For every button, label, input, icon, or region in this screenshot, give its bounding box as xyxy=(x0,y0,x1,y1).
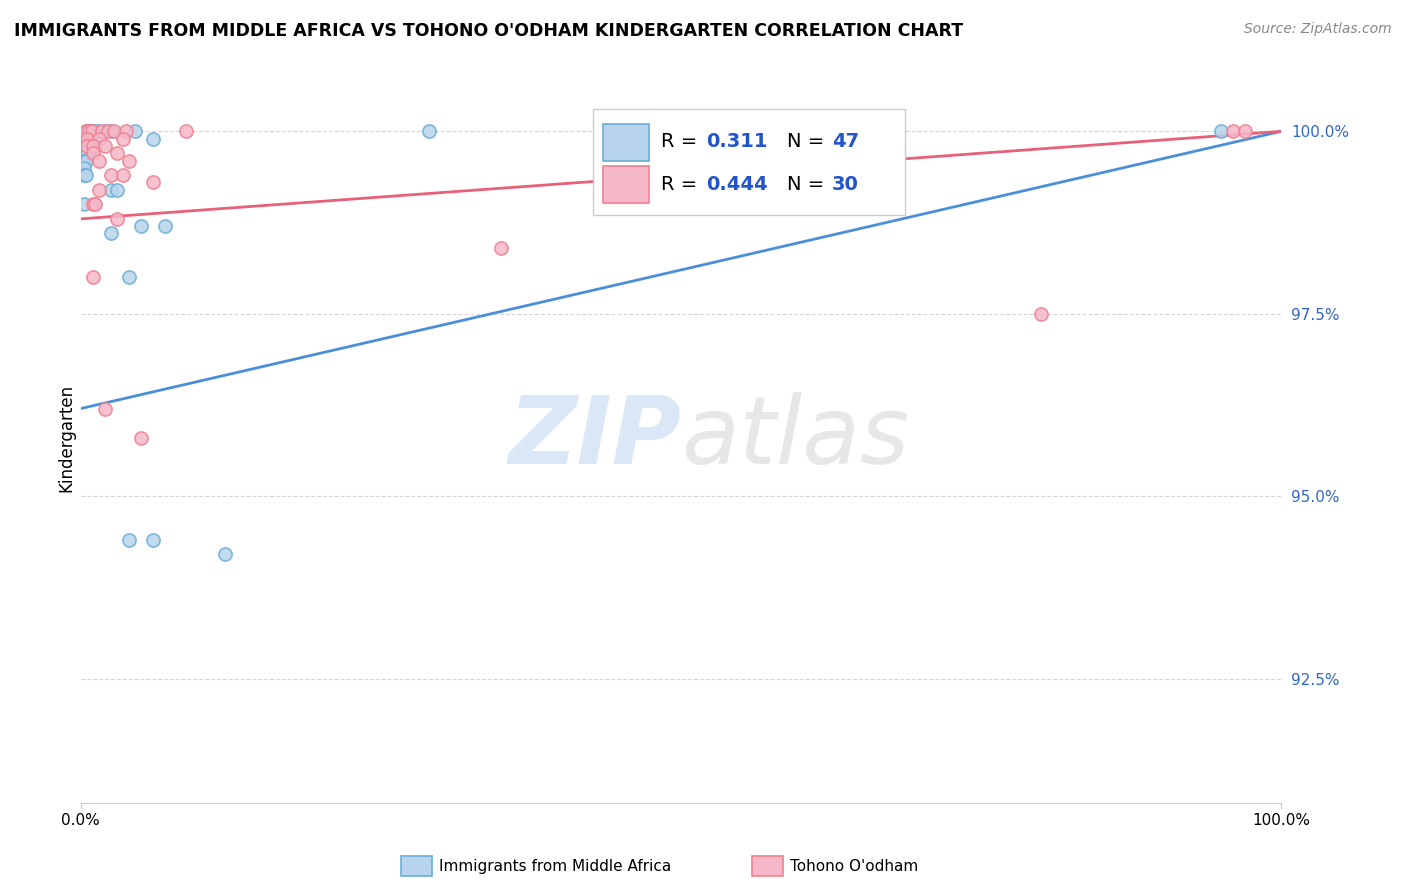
Point xyxy=(418,124,440,138)
Point xyxy=(91,124,114,138)
Point xyxy=(76,124,98,138)
Point xyxy=(80,124,103,138)
Point xyxy=(124,124,146,138)
Point xyxy=(214,548,236,562)
Point xyxy=(87,153,110,168)
Point xyxy=(87,131,110,145)
Point xyxy=(75,124,97,138)
Text: Source: ZipAtlas.com: Source: ZipAtlas.com xyxy=(1244,22,1392,37)
Point xyxy=(79,124,101,138)
Text: atlas: atlas xyxy=(681,392,910,483)
Point xyxy=(1222,124,1244,138)
Text: IMMIGRANTS FROM MIDDLE AFRICA VS TOHONO O'ODHAM KINDERGARTEN CORRELATION CHART: IMMIGRANTS FROM MIDDLE AFRICA VS TOHONO … xyxy=(14,22,963,40)
Point xyxy=(93,139,115,153)
Point xyxy=(73,197,96,211)
Point xyxy=(111,131,134,145)
Point xyxy=(77,124,100,138)
Point xyxy=(84,197,107,211)
Text: N =: N = xyxy=(786,132,830,151)
Point xyxy=(1029,307,1052,321)
Point xyxy=(76,139,98,153)
Text: Immigrants from Middle Africa: Immigrants from Middle Africa xyxy=(439,859,671,873)
Point xyxy=(80,124,103,138)
Point xyxy=(118,270,141,285)
Point xyxy=(87,124,110,138)
Text: 47: 47 xyxy=(832,132,859,151)
Point xyxy=(142,533,165,547)
Point xyxy=(77,139,100,153)
Point xyxy=(176,124,198,138)
Point xyxy=(93,401,115,416)
Point xyxy=(142,131,165,145)
Point xyxy=(1209,124,1232,138)
Point xyxy=(118,533,141,547)
Y-axis label: Kindergarten: Kindergarten xyxy=(58,384,75,491)
Point xyxy=(97,124,120,138)
Point xyxy=(73,146,96,161)
Text: ZIP: ZIP xyxy=(508,392,681,483)
Point xyxy=(75,153,97,168)
Point xyxy=(75,146,97,161)
Point xyxy=(73,131,96,145)
Point xyxy=(142,175,165,189)
Point xyxy=(76,139,98,153)
Point xyxy=(77,124,100,138)
Point xyxy=(76,131,98,145)
Point xyxy=(77,124,100,138)
Point xyxy=(100,227,122,241)
Point xyxy=(82,146,104,161)
Point xyxy=(118,153,141,168)
Text: R =: R = xyxy=(661,175,703,194)
Point xyxy=(75,131,97,145)
Point xyxy=(82,124,104,138)
Point xyxy=(73,153,96,168)
Point xyxy=(111,168,134,182)
Point xyxy=(100,124,122,138)
Point xyxy=(129,219,152,234)
Point xyxy=(73,161,96,175)
Point xyxy=(93,124,115,138)
Point xyxy=(76,131,98,145)
Point xyxy=(79,139,101,153)
Point xyxy=(84,124,107,138)
Point xyxy=(73,139,96,153)
Text: 30: 30 xyxy=(832,175,859,194)
Point xyxy=(153,219,176,234)
Point xyxy=(129,431,152,445)
Text: 0.311: 0.311 xyxy=(706,132,768,151)
Point xyxy=(105,183,128,197)
Point xyxy=(76,146,98,161)
Point xyxy=(87,183,110,197)
Point xyxy=(82,197,104,211)
Point xyxy=(100,168,122,182)
FancyBboxPatch shape xyxy=(593,110,905,215)
Text: Tohono O'odham: Tohono O'odham xyxy=(790,859,918,873)
Point xyxy=(105,211,128,226)
Point xyxy=(115,124,138,138)
FancyBboxPatch shape xyxy=(603,167,648,202)
Point xyxy=(77,131,100,145)
Point xyxy=(75,168,97,182)
Point xyxy=(77,139,100,153)
Point xyxy=(1234,124,1257,138)
Point xyxy=(489,241,512,255)
Text: 0.444: 0.444 xyxy=(706,175,768,194)
Text: R =: R = xyxy=(661,132,703,151)
Point xyxy=(84,139,107,153)
Point xyxy=(100,183,122,197)
Text: N =: N = xyxy=(786,175,830,194)
Point xyxy=(75,139,97,153)
Point xyxy=(73,168,96,182)
Point xyxy=(75,124,97,138)
FancyBboxPatch shape xyxy=(603,124,648,161)
Point xyxy=(82,270,104,285)
Point xyxy=(77,131,100,145)
Point xyxy=(105,146,128,161)
Point xyxy=(103,124,125,138)
Point xyxy=(82,139,104,153)
